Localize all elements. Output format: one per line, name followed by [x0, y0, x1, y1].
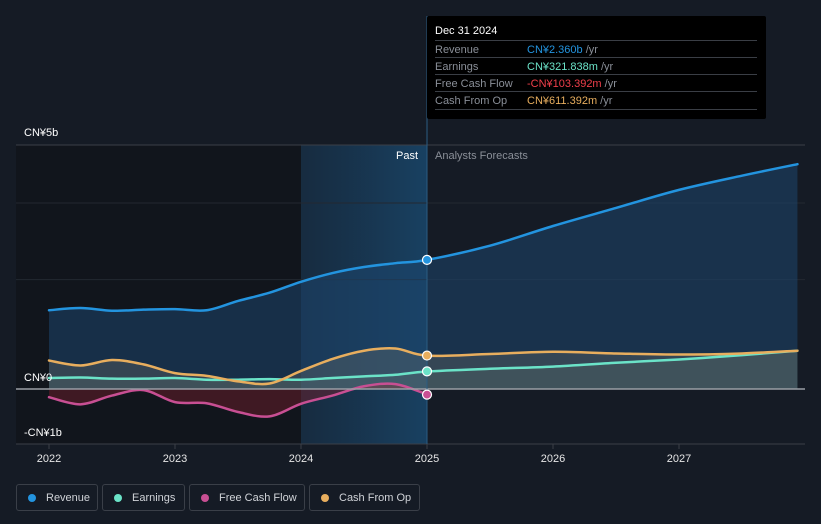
- tooltip-row-free-cash-flow: Free Cash Flow -CN¥103.392m /yr: [435, 74, 757, 92]
- x-tick-label: 2023: [163, 453, 187, 465]
- tooltip-unit: /yr: [601, 78, 617, 90]
- y-tick-label: CN¥0: [24, 372, 52, 384]
- tooltip-value: CN¥321.838m /yr: [527, 61, 613, 73]
- legend-label: Revenue: [46, 491, 91, 504]
- y-tick-label: -CN¥1b: [24, 427, 62, 439]
- legend-item-free-cash-flow[interactable]: Free Cash Flow: [189, 484, 305, 511]
- earnings-marker: [421, 366, 433, 377]
- legend-item-cash-from-op[interactable]: Cash From Op: [309, 484, 420, 511]
- earnings-line: [47, 349, 799, 382]
- free-cash-flow-dot-icon: [201, 493, 209, 502]
- cash-from-op-line: [47, 347, 799, 386]
- past-region-label: Past: [396, 150, 419, 162]
- earnings-dot-icon: [114, 493, 122, 502]
- tooltip-value: CN¥611.392m /yr: [527, 95, 612, 107]
- tooltip-label: Free Cash Flow: [435, 78, 513, 90]
- revenue-dot-icon: [28, 493, 36, 502]
- tooltip-unit: /yr: [597, 61, 614, 73]
- revenue-marker: [421, 254, 433, 266]
- legend-label: Free Cash Flow: [219, 491, 297, 504]
- tooltip-label: Cash From Op: [435, 95, 508, 107]
- revenue-area: [49, 164, 798, 389]
- tooltip-row-revenue: Revenue CN¥2.360b /yr: [435, 40, 757, 58]
- x-tick-label: 2027: [667, 453, 691, 465]
- tooltip-value-text: CN¥2.360b: [527, 44, 583, 56]
- tooltip-value-text: CN¥611.392m: [527, 95, 598, 107]
- forecast-region-label: Analysts Forecasts: [435, 150, 528, 162]
- tooltip-value-text: -CN¥103.392m: [527, 78, 602, 90]
- x-tick-label: 2022: [37, 453, 61, 465]
- legend-item-earnings[interactable]: Earnings: [102, 484, 185, 511]
- free-cash-flow-marker: [421, 389, 433, 400]
- tooltip-value-text: CN¥321.838m: [527, 61, 598, 73]
- legend-item-revenue[interactable]: Revenue: [16, 484, 98, 511]
- x-tick-label: 2025: [415, 453, 439, 465]
- tooltip-row-cash-from-op: Cash From Op CN¥611.392m /yr: [435, 91, 757, 110]
- tooltip-value: CN¥2.360b /yr: [527, 44, 598, 56]
- tooltip-date: Dec 31 2024: [435, 25, 498, 37]
- tooltip-label: Earnings: [435, 61, 479, 73]
- tooltip-unit: /yr: [582, 44, 598, 56]
- legend-label: Cash From Op: [339, 491, 412, 504]
- cash-from-op-marker: [421, 350, 433, 361]
- cash-from-op-dot-icon: [321, 493, 329, 502]
- x-tick-label: 2026: [541, 453, 565, 465]
- y-tick-label: CN¥5b: [24, 127, 58, 139]
- x-tick-label: 2024: [289, 453, 313, 465]
- legend-label: Earnings: [132, 491, 176, 504]
- earnings-area: [49, 350, 798, 389]
- tooltip-unit: /yr: [597, 95, 613, 107]
- tooltip-row-earnings: Earnings CN¥321.838m /yr: [435, 57, 757, 75]
- revenue-line: [47, 162, 799, 313]
- tooltip-label: Revenue: [435, 44, 480, 56]
- free-cash-flow-area: [49, 383, 427, 417]
- free-cash-flow-line: [47, 382, 429, 418]
- tooltip-value: -CN¥103.392m /yr: [527, 78, 617, 90]
- tooltip: Dec 31 2024 Revenue CN¥2.360b /yr Earnin…: [427, 16, 766, 119]
